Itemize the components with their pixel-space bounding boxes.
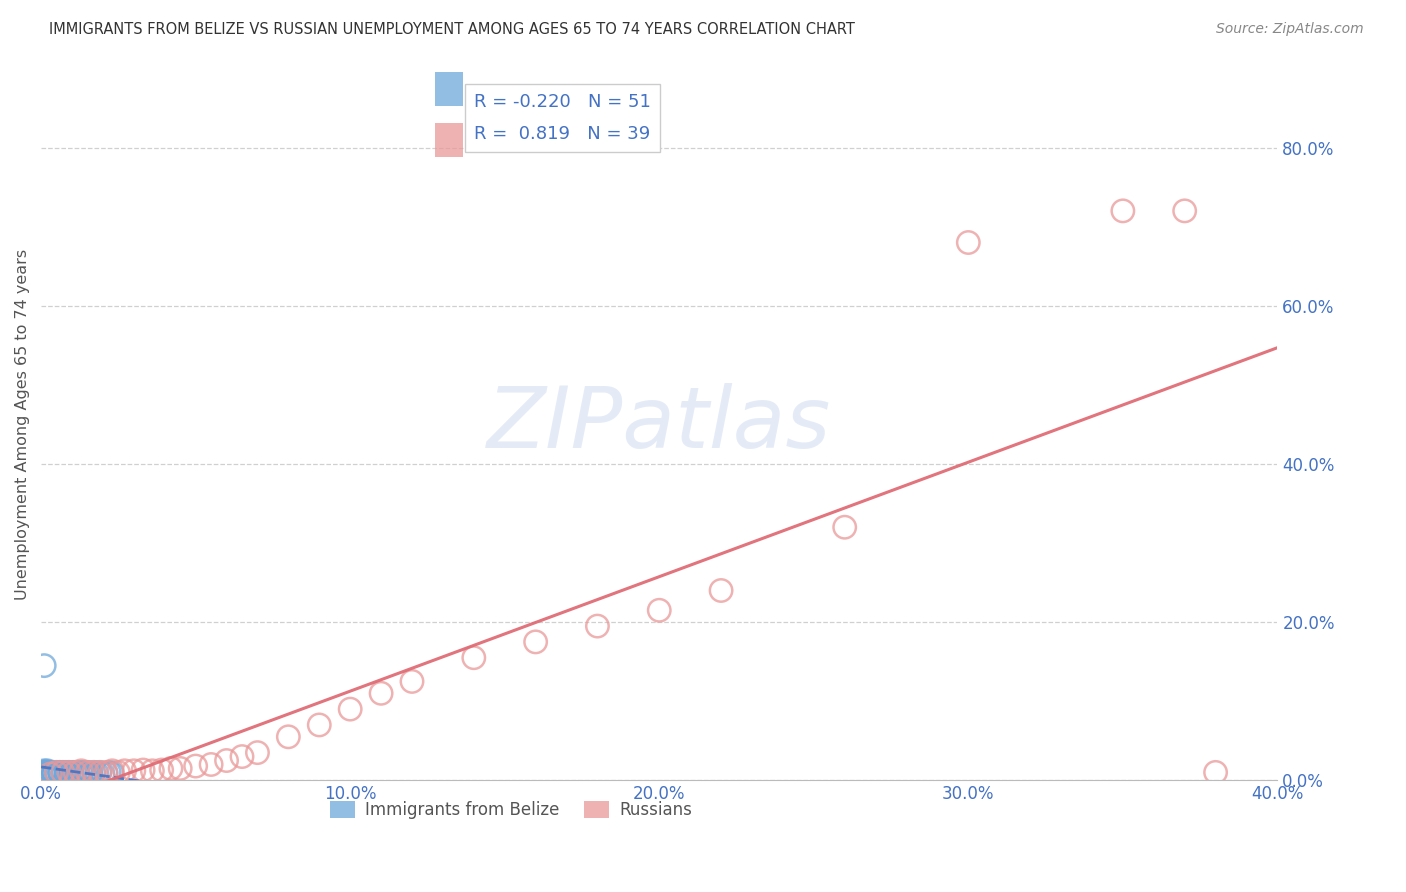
Point [55,766,77,780]
Point [83,765,105,780]
Point [63,765,86,780]
Point [101,764,124,778]
Point [52,765,75,780]
Point [45,766,67,780]
FancyBboxPatch shape [436,123,463,158]
Point [231,749,253,764]
Point [246,746,269,760]
Point [76,765,98,780]
Point [79,767,101,781]
Point [101,766,124,780]
Y-axis label: Unemployment Among Ages 65 to 74 years: Unemployment Among Ages 65 to 74 years [15,249,30,600]
Point [277,730,299,744]
Point [32,765,55,780]
Point [60,767,83,781]
Point [58,765,80,780]
Point [73,765,96,780]
Text: Source: ZipAtlas.com: Source: ZipAtlas.com [1216,22,1364,37]
Point [42,767,65,781]
Point [114,764,136,778]
Point [70,766,93,780]
Point [710,583,733,598]
Point [200,757,222,772]
Point [42,765,65,780]
Point [42,766,65,780]
Point [32,658,55,673]
Point [76,766,98,780]
Point [48,766,70,780]
Point [37,765,59,780]
Point [58,765,80,780]
Point [648,603,671,617]
Text: ZIPatlas: ZIPatlas [486,383,831,466]
Point [73,767,96,781]
Point [52,765,75,780]
Point [107,765,129,780]
Point [79,766,101,780]
Point [39,767,62,781]
Text: IMMIGRANTS FROM BELIZE VS RUSSIAN UNEMPLOYMENT AMONG AGES 65 TO 74 YEARS CORRELA: IMMIGRANTS FROM BELIZE VS RUSSIAN UNEMPL… [49,22,855,37]
Point [39,766,62,780]
Point [32,764,55,778]
Point [89,765,111,780]
Legend: Immigrants from Belize, Russians: Immigrants from Belize, Russians [323,794,699,825]
Point [48,765,70,780]
Point [37,766,59,780]
Point [70,765,93,780]
Point [89,765,111,780]
Point [70,764,93,778]
Point [98,765,121,780]
Point [1205,765,1227,780]
Point [39,765,62,780]
FancyBboxPatch shape [436,72,463,106]
Point [401,674,423,689]
Point [37,767,59,781]
Point [339,702,361,716]
Point [37,765,59,780]
Point [45,765,67,780]
Point [76,765,98,780]
Point [39,767,62,781]
Point [45,767,67,781]
Point [834,520,856,534]
Point [52,767,75,781]
Point [150,763,173,777]
Point [45,765,67,780]
Point [370,686,392,700]
Point [308,718,330,732]
Point [55,765,77,780]
Point [63,766,86,780]
Point [60,765,83,780]
Point [86,766,108,780]
Point [586,619,609,633]
Point [141,764,163,778]
Point [463,650,485,665]
Point [39,765,62,780]
Point [94,766,117,780]
Point [83,765,105,780]
Point [32,767,55,781]
Point [169,761,191,775]
Point [94,765,117,780]
Point [42,765,65,780]
Point [48,765,70,780]
Point [524,635,547,649]
Point [132,763,155,777]
Point [1112,203,1135,218]
Point [122,764,145,778]
Point [1174,203,1197,218]
Point [91,767,114,781]
Point [215,754,238,768]
Point [67,765,90,780]
Text: R = -0.220   N = 51
R =  0.819   N = 39: R = -0.220 N = 51 R = 0.819 N = 39 [474,94,651,144]
Point [957,235,980,250]
Point [160,761,183,775]
Point [67,767,90,781]
Point [184,759,207,773]
Point [63,765,86,780]
Point [37,764,59,778]
Point [58,766,80,780]
Point [52,766,75,780]
